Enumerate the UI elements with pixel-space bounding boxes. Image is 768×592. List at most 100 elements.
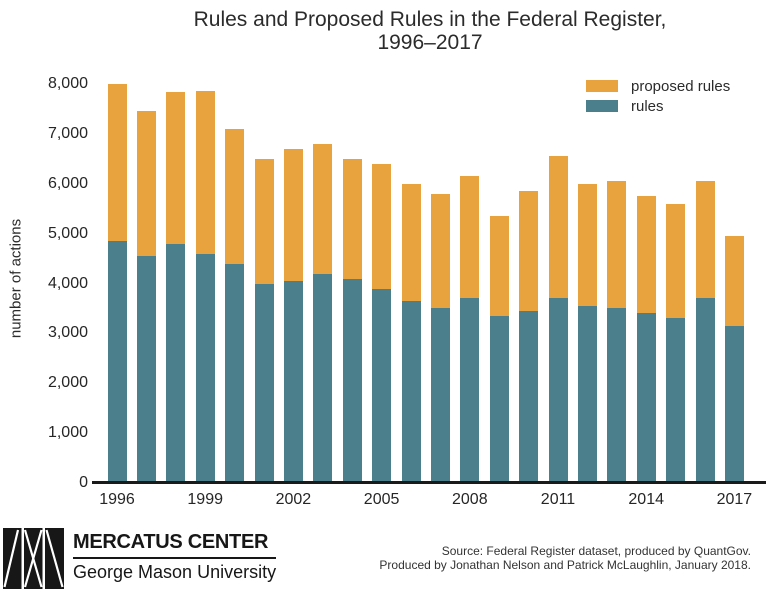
bar-segment-rules-2005	[372, 288, 392, 483]
brand-name: MERCATUS CENTER	[73, 531, 277, 559]
bar-segment-rules-2017	[724, 325, 744, 483]
bar-segment-proposed-rules-2002	[283, 148, 303, 282]
bar-segment-proposed-rules-2011	[548, 156, 568, 299]
source-attribution: Source: Federal Register dataset, produc…	[379, 544, 751, 572]
x-tick-1996: 1996	[99, 491, 135, 508]
legend-item-proposed-rules: proposed rules	[586, 77, 731, 95]
bar-2004	[342, 158, 362, 483]
bar-segment-proposed-rules-2001	[254, 158, 274, 284]
bar-2001	[254, 158, 274, 483]
bar-segment-proposed-rules-2008	[460, 176, 480, 299]
bar-2014	[636, 196, 656, 483]
x-tick-2011: 2011	[540, 491, 576, 508]
bar-segment-rules-2003	[313, 273, 333, 483]
bar-segment-proposed-rules-2004	[342, 158, 362, 279]
x-tick-2014: 2014	[628, 491, 664, 508]
bar-segment-rules-1999	[195, 253, 215, 483]
mercatus-logo-icon	[3, 528, 64, 589]
bar-segment-rules-2013	[607, 308, 627, 483]
bar-2008	[460, 176, 480, 483]
bar-segment-proposed-rules-2014	[636, 196, 656, 314]
bar-segment-rules-2006	[401, 300, 421, 483]
x-tick-2008: 2008	[452, 491, 488, 508]
bar-1997	[136, 111, 156, 483]
legend-swatch-proposed-rules-icon	[586, 80, 618, 92]
y-tick-6000: 6,000	[47, 174, 88, 192]
bar-2003	[313, 143, 333, 483]
bar-segment-proposed-rules-2012	[577, 183, 597, 306]
bar-segment-rules-2000	[225, 263, 245, 483]
y-tick-7000: 7,000	[47, 124, 88, 142]
brand-subtitle: George Mason University	[73, 562, 277, 582]
y-tick-3000: 3,000	[47, 324, 88, 342]
legend-swatch-rules-icon	[586, 100, 618, 112]
bar-segment-proposed-rules-2013	[607, 181, 627, 309]
legend-label-rules: rules	[631, 97, 664, 115]
x-tick-2017: 2017	[716, 491, 753, 508]
bar-1999	[195, 91, 215, 483]
x-tick-1999: 1999	[187, 491, 223, 508]
bar-2013	[607, 181, 627, 483]
bar-2009	[489, 216, 509, 483]
bar-1998	[166, 91, 186, 483]
bar-segment-rules-1998	[166, 243, 186, 483]
bar-segment-proposed-rules-2010	[519, 191, 539, 311]
y-tick-5000: 5,000	[47, 224, 88, 242]
bar-2000	[225, 128, 245, 483]
bar-segment-rules-2001	[254, 283, 274, 483]
bar-2011	[548, 156, 568, 483]
chart-title-line1: Rules and Proposed Rules in the Federal …	[193, 8, 667, 31]
bar-segment-rules-2008	[460, 298, 480, 483]
bar-segment-proposed-rules-2009	[489, 216, 509, 316]
bar-segment-proposed-rules-1999	[195, 91, 215, 254]
y-tick-0: 0	[79, 474, 88, 491]
bar-segment-rules-2011	[548, 298, 568, 483]
chart-title: Rules and Proposed Rules in the Federal …	[95, 8, 765, 54]
bar-segment-proposed-rules-2006	[401, 183, 421, 301]
bar-2007	[430, 193, 450, 483]
y-tick-8000: 8,000	[47, 75, 88, 92]
bar-segment-rules-2014	[636, 313, 656, 483]
bar-1996	[107, 84, 127, 483]
bar-2017	[724, 236, 744, 483]
bar-segment-rules-2016	[695, 298, 715, 483]
bar-segment-rules-2010	[519, 310, 539, 483]
bar-segment-rules-2004	[342, 278, 362, 483]
x-tick-2005: 2005	[363, 491, 400, 508]
bar-segment-rules-2009	[489, 315, 509, 483]
plot-area	[95, 84, 765, 483]
bar-segment-proposed-rules-2003	[313, 143, 333, 274]
legend-label-proposed-rules: proposed rules	[631, 77, 731, 95]
bar-2015	[666, 203, 686, 483]
source-line2: Produced by Jonathan Nelson and Patrick …	[379, 558, 751, 572]
x-tick-2002: 2002	[275, 491, 312, 508]
bar-segment-rules-1997	[136, 256, 156, 483]
bar-segment-rules-1996	[107, 241, 127, 483]
bar-2010	[519, 191, 539, 483]
bar-2005	[372, 163, 392, 483]
bar-segment-proposed-rules-2017	[724, 236, 744, 326]
bar-segment-rules-2002	[283, 281, 303, 483]
bar-segment-proposed-rules-1998	[166, 91, 186, 244]
source-line1: Source: Federal Register dataset, produc…	[441, 544, 751, 558]
bar-segment-rules-2012	[577, 305, 597, 483]
bar-segment-rules-2007	[430, 308, 450, 483]
bar-segment-proposed-rules-2000	[225, 128, 245, 264]
bar-segment-proposed-rules-1996	[107, 84, 127, 242]
bar-segment-proposed-rules-2016	[695, 181, 715, 299]
y-tick-2000: 2,000	[47, 374, 88, 392]
bar-2002	[283, 148, 303, 483]
footer-brand: MERCATUS CENTER George Mason University	[73, 531, 277, 583]
y-tick-1000: 1,000	[47, 424, 88, 442]
bar-2016	[695, 181, 715, 483]
y-tick-4000: 4,000	[47, 274, 88, 292]
bar-segment-proposed-rules-1997	[136, 111, 156, 257]
bar-segment-proposed-rules-2005	[372, 163, 392, 289]
legend-item-rules: rules	[586, 97, 730, 115]
bar-segment-proposed-rules-2015	[666, 203, 686, 319]
bar-2012	[577, 183, 597, 483]
chart-title-line2: 1996–2017	[377, 31, 483, 54]
legend: proposed rules rules	[586, 78, 730, 118]
bar-2006	[401, 183, 421, 483]
